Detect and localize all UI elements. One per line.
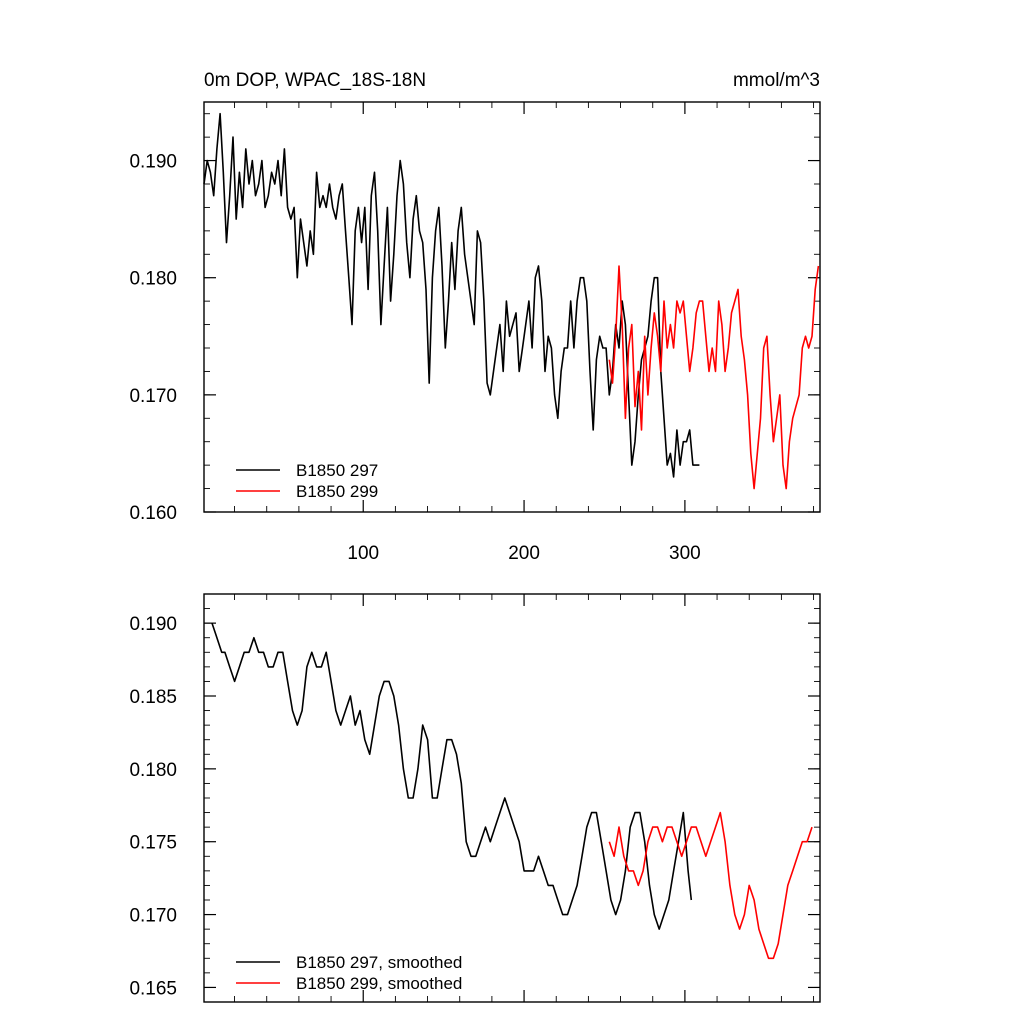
y-tick-label: 0.175 — [129, 833, 177, 854]
top-plot-frame — [203, 101, 821, 513]
bottom-plot-frame — [203, 593, 821, 1003]
legend-label-1: B1850 297, smoothed — [296, 953, 462, 972]
legend-label-2: B1850 299 — [296, 482, 378, 501]
y-tick-label: 0.170 — [129, 386, 177, 407]
legend-label-1: B1850 297 — [296, 461, 378, 480]
series-line-2 — [608, 811, 813, 960]
y-tick-label: 0.180 — [129, 269, 177, 290]
x-tick-label: 300 — [669, 543, 701, 564]
y-tick-label: 0.165 — [129, 978, 177, 999]
series-line-1 — [203, 112, 700, 478]
y-tick-label: 0.185 — [129, 687, 177, 708]
bottom-legend: B1850 297, smoothed B1850 299, smoothed — [236, 953, 462, 993]
top-units: mmol/m^3 — [733, 70, 820, 91]
top-panel: 0m DOP, WPAC_18S-18N mmol/m^3 0.160 0.170… — [129, 70, 821, 564]
y-tick-label: 0.190 — [129, 614, 177, 635]
top-series — [203, 112, 820, 490]
legend-label-2: B1850 299, smoothed — [296, 974, 462, 993]
y-tick-label: 0.190 — [129, 152, 177, 173]
y-tick-label: 0.180 — [129, 760, 177, 781]
top-legend: B1850 297 B1850 299 — [236, 461, 378, 501]
y-tick-label: 0.160 — [129, 503, 177, 524]
bottom-series — [211, 622, 813, 960]
series-line-1 — [211, 622, 693, 930]
y-tick-label: 0.170 — [129, 906, 177, 927]
bottom-ticks: 0.165 0.170 0.175 0.180 0.185 0.190 — [129, 593, 820, 1003]
x-tick-label: 100 — [347, 543, 379, 564]
top-title: 0m DOP, WPAC_18S-18N — [204, 70, 426, 91]
x-tick-label: 200 — [508, 543, 540, 564]
bottom-panel: 0.165 0.170 0.175 0.180 0.185 0.190 B1850 297… — [129, 593, 821, 1003]
series-line-2 — [608, 265, 820, 490]
